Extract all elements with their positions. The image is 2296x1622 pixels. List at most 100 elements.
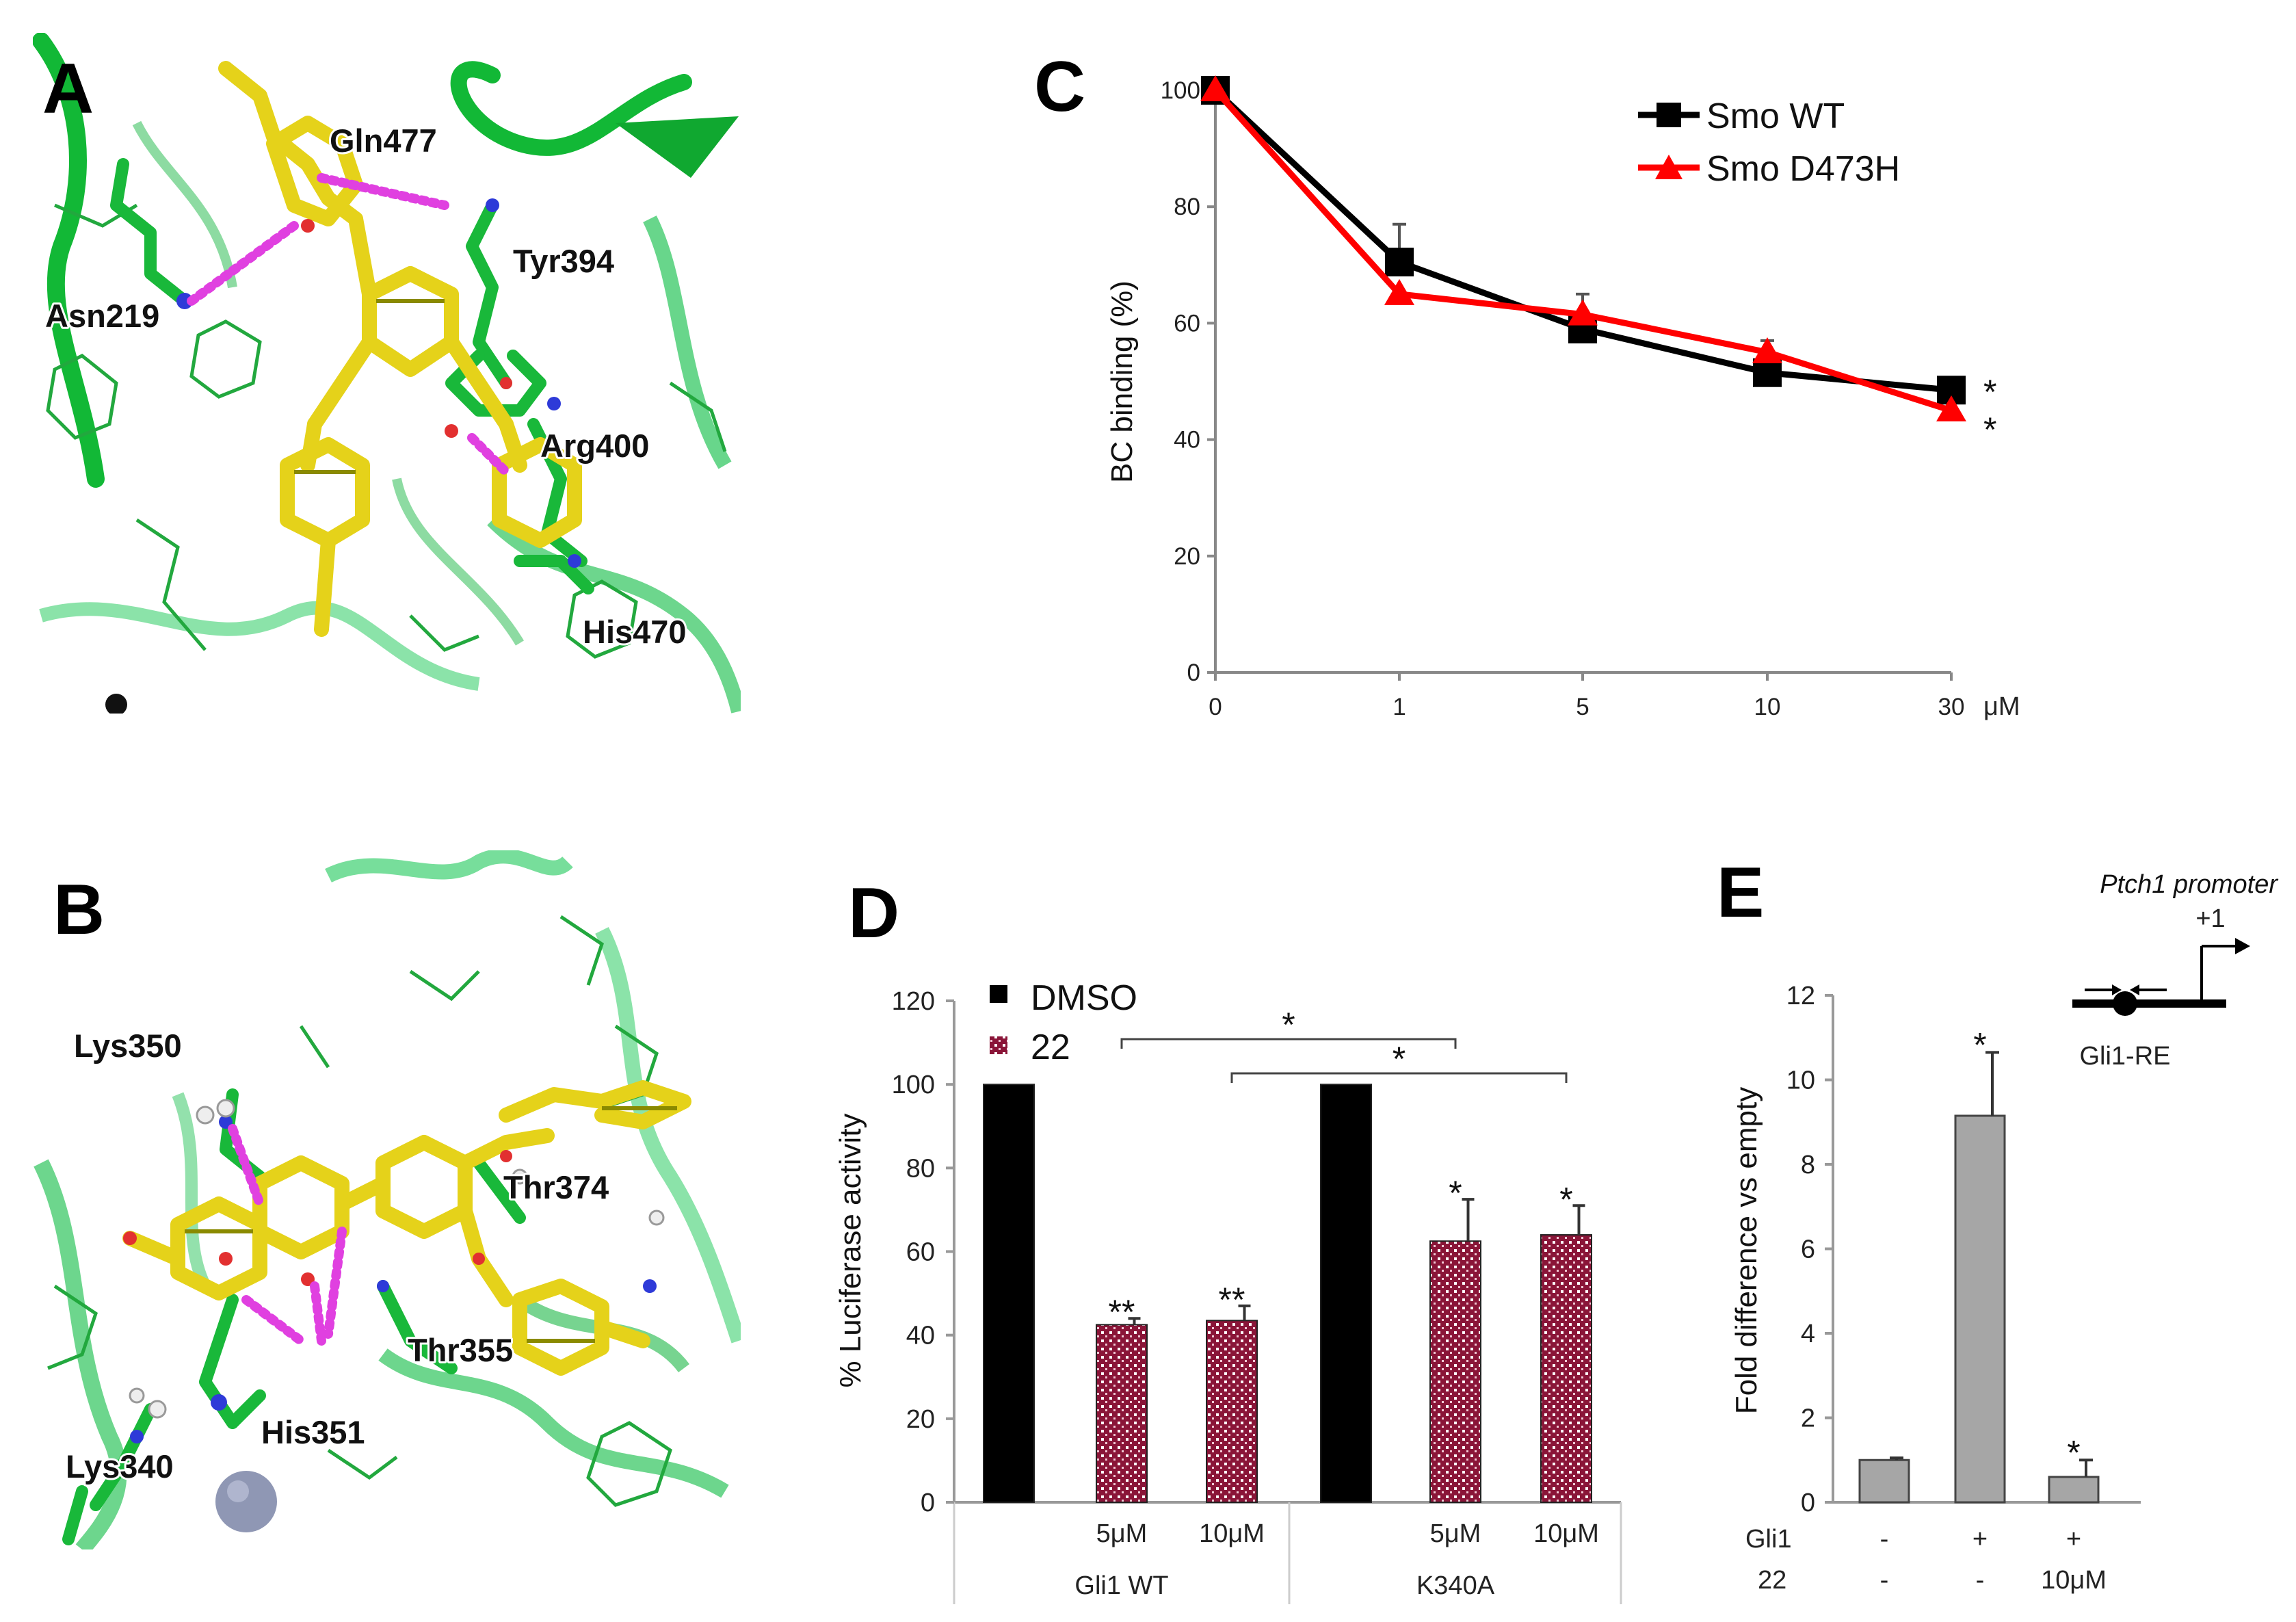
residue-label: His470 [583, 614, 687, 650]
panel-a-label: A [42, 49, 94, 129]
residue-label: Gln477 [330, 122, 437, 159]
bar [983, 1084, 1035, 1503]
data-point [1936, 395, 1966, 422]
y-tick-label: 80 [1174, 194, 1200, 220]
residue-label: Tyr394 [513, 243, 614, 279]
significance-star: ** [1219, 1281, 1245, 1319]
x-tick-label: 10μM [1533, 1519, 1599, 1548]
residue-label: Lys350 [74, 1028, 182, 1064]
residue-label: Lys340 [66, 1448, 174, 1484]
y-tick-label: 120 [892, 987, 935, 1016]
residue-label: Thr355 [408, 1332, 513, 1368]
promoter-label: Ptch1 promoter [2100, 870, 2278, 899]
gli1-re-label: Gli1-RE [2079, 1042, 2170, 1071]
y-ticks: 0 20 40 60 80 100 [1161, 77, 1215, 686]
y-tick-label: 40 [906, 1322, 935, 1350]
series-line-smo-d473h [1213, 88, 1953, 414]
bar [1858, 1459, 1910, 1504]
significance-star: ** [1109, 1293, 1135, 1331]
x-tick-label: 1 [1393, 694, 1406, 720]
bar [2048, 1476, 2100, 1504]
y-tick-label: 20 [906, 1405, 935, 1434]
c22-condition: - [1880, 1566, 1889, 1595]
primer-arrow-icon [2130, 984, 2139, 995]
panel-c-label: C [1034, 47, 1085, 127]
legend-swatch-dmso [990, 985, 1007, 1003]
c22-condition: 10μM [2041, 1566, 2107, 1595]
data-point [1200, 75, 1230, 101]
bar [1320, 1084, 1372, 1503]
panel-b-ribbons [34, 850, 741, 1549]
bar [1096, 1324, 1148, 1504]
bar [1954, 1114, 2006, 1504]
x-tick-label: 10 [1754, 694, 1781, 720]
y-ticks: 0 20 40 60 80 100 120 [892, 987, 954, 1517]
y-ticks: 0 2 4 6 8 10 12 [1786, 982, 1833, 1517]
y-tick-label: 12 [1786, 982, 1815, 1010]
panel-e-label: E [1717, 853, 1764, 932]
y-tick-label: 2 [1801, 1404, 1815, 1433]
tss-label: +1 [2195, 904, 2225, 933]
significance-brackets: ** [1120, 1006, 1568, 1083]
x-tick-label: 10μM [1199, 1519, 1265, 1548]
panel-a-ribbons [33, 33, 741, 714]
y-tick-label: 100 [1161, 77, 1200, 104]
legend-swatch-22 [990, 1036, 1007, 1054]
panel-b-label: B [53, 870, 105, 950]
gli1-re-site [2113, 991, 2137, 1016]
row-label-22: 22 [1758, 1566, 1786, 1595]
y-tick-label: 40 [1174, 427, 1200, 454]
data-point [1752, 337, 1782, 363]
legend-smo-wt: Smo WT [1706, 96, 1845, 136]
y-axis-label: % Luciferase activity [834, 1113, 867, 1387]
group-label: K340A [1416, 1571, 1495, 1600]
bracket-star: * [1282, 1006, 1295, 1044]
residue-label: His351 [261, 1414, 365, 1450]
bars: ** [1858, 1025, 2100, 1504]
y-tick-label: 20 [1174, 543, 1200, 570]
significance-star: * [1983, 373, 1996, 411]
panel-d-label: D [848, 874, 899, 953]
y-tick-label: 8 [1801, 1151, 1815, 1179]
legend-marker-triangle [1655, 155, 1683, 179]
legend-dmso: DMSO [1031, 978, 1137, 1018]
x-labels: 5μM 10μM 5μM 10μM [1096, 1519, 1599, 1548]
significance-star: * [1983, 410, 1996, 449]
significance-star: * [1449, 1174, 1462, 1212]
y-axis-label: BC binding (%) [1105, 280, 1139, 483]
bar [1540, 1234, 1592, 1503]
gli1-condition: + [2066, 1525, 2081, 1554]
condition-rows: - - + - +10μM [1880, 1525, 2107, 1595]
primer-arrow-icon [2112, 984, 2122, 995]
legend: DMSO 22 [990, 978, 1137, 1067]
data-point [1384, 278, 1414, 305]
y-tick-label: 60 [906, 1238, 935, 1267]
metal-ion [215, 1471, 277, 1532]
c22-condition: - [1976, 1566, 1985, 1595]
x-unit: μM [1983, 692, 2020, 721]
y-axis-label: Fold difference vs empty [1730, 1087, 1763, 1415]
legend-22: 22 [1031, 1028, 1070, 1067]
legend-smo-d473h: Smo D473H [1706, 149, 1900, 189]
y-tick-label: 10 [1786, 1067, 1815, 1095]
legend-marker-square [1657, 103, 1681, 127]
significance-star: * [1973, 1025, 1986, 1064]
bars: ** *** * [983, 1084, 1592, 1504]
bracket-star: * [1393, 1040, 1406, 1078]
bar [1206, 1320, 1258, 1503]
data-point [1568, 299, 1598, 326]
residue-label: Asn219 [45, 298, 159, 334]
panel-b-structure: B Lys350 Thr374 Thr355 His351 Lys340 [33, 850, 741, 1549]
x-tick-label: 5μM [1430, 1519, 1481, 1548]
x-tick-label: 0 [1209, 694, 1222, 720]
residue-label: Thr374 [503, 1169, 609, 1205]
row-label-gli1: Gli1 [1745, 1525, 1792, 1554]
significance-star: * [1559, 1180, 1572, 1218]
series-lines [1200, 75, 1966, 422]
y-tick-label: 6 [1801, 1235, 1815, 1264]
y-tick-label: 80 [906, 1154, 935, 1183]
y-tick-label: 100 [892, 1071, 935, 1099]
